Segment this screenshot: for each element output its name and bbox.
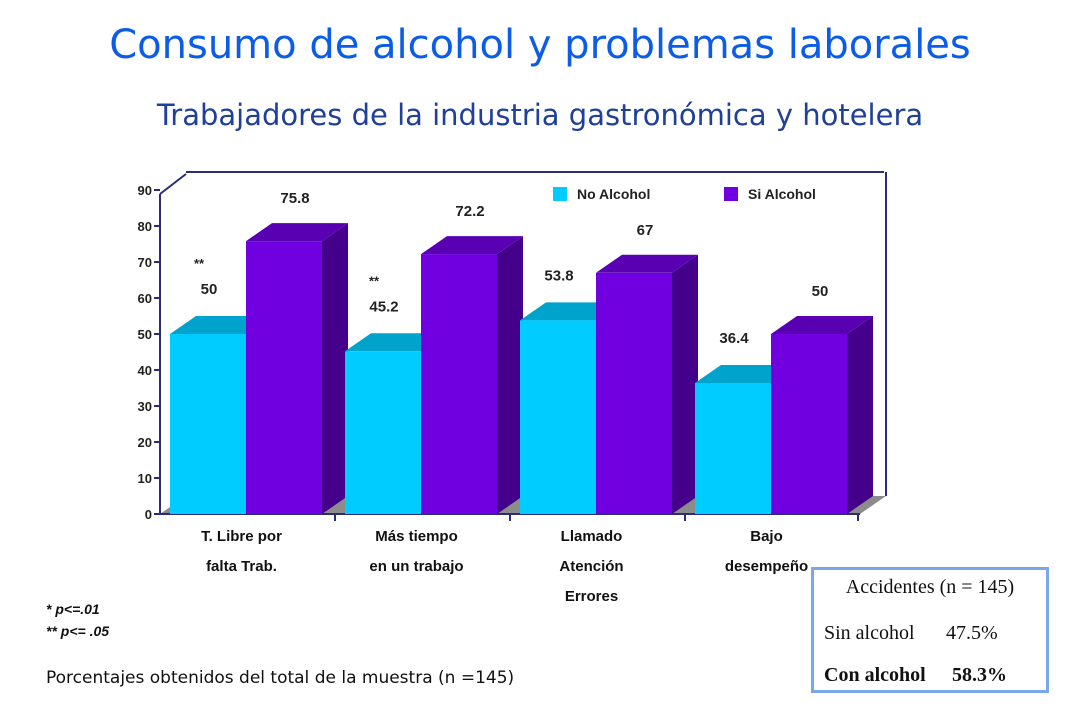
- significance-annotation: **: [194, 256, 205, 271]
- x-category-label: Atención: [559, 558, 623, 575]
- data-label: 45.2: [369, 298, 398, 315]
- legend-label: Si Alcohol: [748, 186, 816, 202]
- bar-top-si-alcohol: [596, 254, 698, 273]
- bar-top-si-alcohol: [771, 316, 873, 334]
- y-tick-label: 0: [145, 507, 152, 522]
- legend-swatch-no-alcohol: [553, 187, 567, 201]
- bar-no-alcohol: [520, 320, 596, 514]
- y-axis-depth-edge: [159, 173, 187, 195]
- bar-no-alcohol: [170, 334, 246, 514]
- significance-note-2: ** p<= .05: [46, 623, 110, 639]
- significance-annotation: **: [369, 273, 380, 288]
- significance-notes: * p<=.01 ** p<= .05: [46, 598, 109, 642]
- y-tick-label: 50: [138, 327, 152, 342]
- bar-side-si-alcohol: [497, 236, 523, 514]
- legend-swatch-si-alcohol: [724, 187, 738, 201]
- accidents-title: Accidentes (n = 145): [845, 576, 1015, 598]
- y-tick-label: 20: [138, 435, 152, 450]
- bar-no-alcohol: [695, 382, 771, 514]
- y-tick-label: 40: [138, 363, 152, 378]
- x-category-label: falta Trab.: [206, 558, 277, 575]
- bar-si-alcohol: [596, 272, 672, 514]
- significance-note-1: * p<=.01: [46, 601, 100, 617]
- accidents-label: Sin alcohol: [824, 622, 915, 644]
- y-tick-label: 80: [138, 219, 152, 234]
- x-category-label: Errores: [565, 588, 618, 605]
- data-label: 75.8: [280, 190, 309, 207]
- y-tick-label: 30: [138, 399, 152, 414]
- chart-subtitle: Trabajadores de la industria gastronómic…: [156, 98, 924, 132]
- data-label: 67: [637, 222, 654, 239]
- x-category-label: desempeño: [725, 558, 808, 575]
- x-category-label: Más tiempo: [375, 528, 458, 545]
- accidents-row-no-alcohol: Sin alcohol 47.5%: [824, 622, 998, 645]
- data-label: 36.4: [719, 330, 749, 347]
- data-label: 72.2: [455, 203, 484, 220]
- bar-side-si-alcohol: [672, 254, 698, 515]
- accidents-value: 58.3%: [952, 664, 1007, 686]
- bar-side-si-alcohol: [847, 316, 873, 514]
- x-category-label: T. Libre por: [201, 528, 282, 545]
- y-tick-label: 10: [138, 471, 152, 486]
- accidents-box: Accidentes (n = 145) Sin alcohol 47.5% Co…: [811, 567, 1049, 693]
- bar-no-alcohol: [345, 351, 421, 514]
- x-category-label: Llamado: [561, 528, 623, 545]
- accidents-label: Con alcohol: [824, 664, 926, 686]
- data-label: 50: [201, 281, 218, 298]
- x-category-label: Bajo: [750, 528, 783, 545]
- accidents-value: 47.5%: [946, 622, 998, 644]
- x-category-label: en un trabajo: [369, 558, 463, 575]
- y-tick-label: 90: [138, 183, 152, 198]
- y-tick-label: 60: [138, 291, 152, 306]
- legend-label: No Alcohol: [577, 186, 650, 202]
- data-label: 53.8: [544, 267, 573, 284]
- bar-si-alcohol: [246, 241, 322, 514]
- accidents-row-alcohol: Con alcohol 58.3%: [824, 664, 1007, 687]
- sample-footnote: Porcentajes obtenidos del total de la mu…: [46, 668, 515, 688]
- data-label: 50: [812, 283, 829, 300]
- bar-top-si-alcohol: [246, 223, 348, 242]
- chart-title: Consumo de alcohol y problemas laborales: [109, 22, 971, 68]
- bar-top-si-alcohol: [421, 236, 523, 255]
- bar-side-si-alcohol: [322, 223, 348, 514]
- bar-si-alcohol: [421, 254, 497, 514]
- y-tick-label: 70: [138, 255, 152, 270]
- bar-si-alcohol: [771, 334, 847, 514]
